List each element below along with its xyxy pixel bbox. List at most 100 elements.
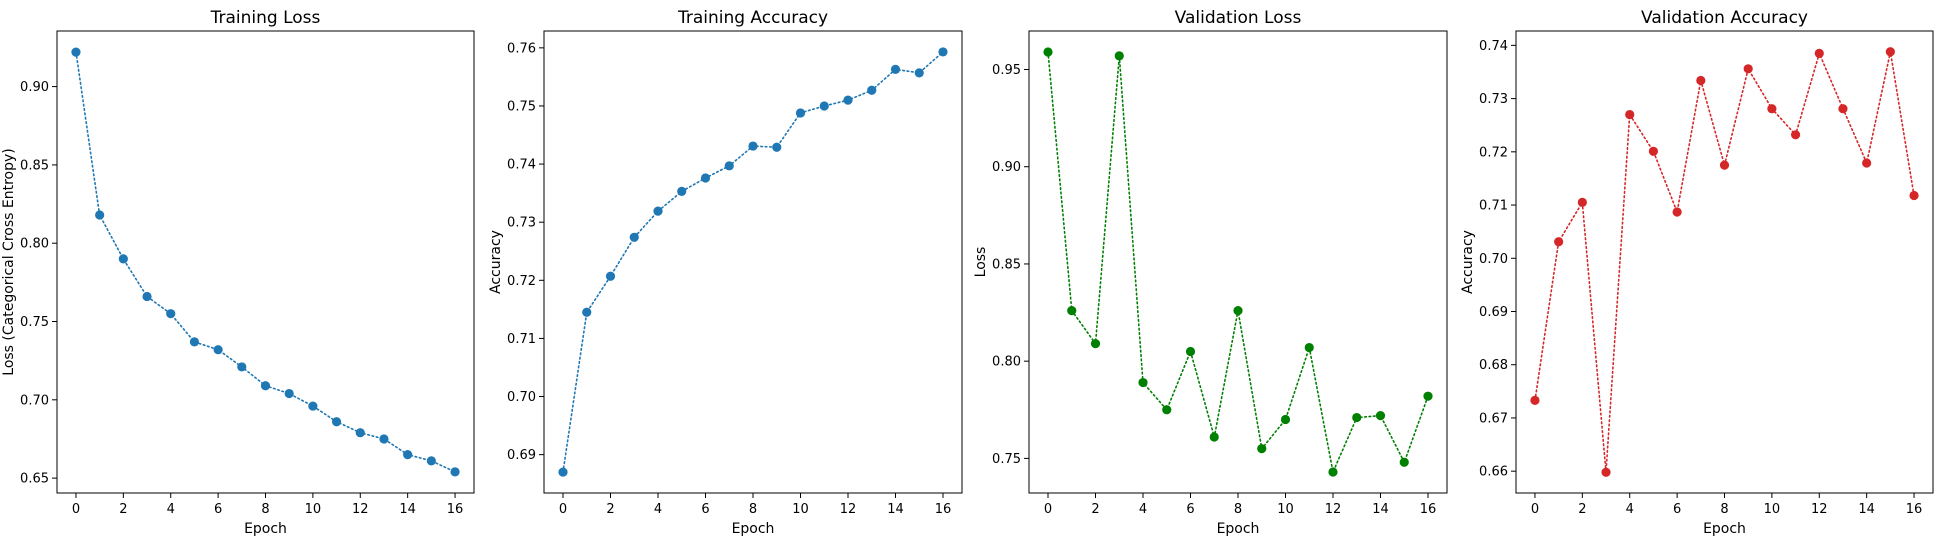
- x-axis-label: Epoch: [732, 521, 775, 537]
- training-loss-series-line: [75, 51, 456, 473]
- y-axis-label: Accuracy: [1460, 230, 1476, 294]
- x-tick-label: 4: [167, 502, 175, 517]
- x-tick-label: 16: [447, 502, 464, 517]
- y-tick-label: 0.75: [20, 315, 49, 330]
- training-loss-chart: Training Loss 0 2 4 6 8 10 12 14 16 0.65 0.70 0.75 0.…: [1, 8, 475, 537]
- y-axis-label: Loss (Categorical Cross Entropy): [1, 148, 17, 375]
- data-point: [450, 467, 460, 477]
- validation-accuracy-chart: Validation Accuracy 0 2 4 6 8 10 12 14 16 0.66 0.67…: [1460, 8, 1934, 537]
- x-tick-label: 6: [1673, 502, 1681, 517]
- data-point: [1838, 104, 1848, 114]
- data-point: [1138, 377, 1148, 388]
- data-point: [819, 101, 829, 111]
- x-tick-label: 0: [559, 502, 567, 517]
- y-tick-label: 0.70: [1479, 252, 1508, 267]
- data-point: [379, 434, 389, 444]
- data-point: [1625, 109, 1635, 120]
- y-tick-label: 0.85: [20, 158, 49, 173]
- data-point: [1743, 64, 1753, 74]
- data-point: [1067, 306, 1077, 316]
- data-point: [284, 388, 294, 399]
- data-point: [1280, 414, 1291, 425]
- data-point: [1328, 467, 1338, 477]
- data-point: [71, 47, 81, 57]
- data-point: [1185, 346, 1196, 357]
- data-point: [1352, 412, 1362, 423]
- validation-accuracy-title: Validation Accuracy: [1641, 8, 1808, 28]
- y-tick-label: 0.75: [507, 99, 536, 114]
- training-loss-title: Training Loss: [210, 8, 321, 28]
- x-axis-label: Epoch: [1217, 521, 1260, 537]
- data-point: [95, 210, 105, 220]
- x-tick-label: 12: [1811, 502, 1828, 517]
- data-point: [1719, 160, 1730, 170]
- x-tick-label: 8: [1720, 502, 1728, 517]
- y-tick-label: 0.72: [507, 274, 536, 289]
- data-point: [653, 206, 663, 216]
- data-point: [308, 401, 318, 411]
- training-loss-plot-frame: [56, 30, 475, 494]
- y-tick-label: 0.73: [507, 216, 536, 231]
- validation-loss-series-line: [1047, 51, 1429, 475]
- validation-loss-chart: Validation Loss 0 2 4 6 8 10 12 14 16 0.75 0.80 0.85…: [973, 8, 1448, 537]
- data-point: [355, 428, 365, 438]
- data-point: [118, 254, 128, 264]
- data-point: [558, 467, 568, 477]
- x-tick-label: 10: [305, 502, 322, 517]
- x-tick-label: 10: [792, 502, 809, 517]
- data-point: [1162, 405, 1172, 415]
- data-point: [1577, 197, 1587, 207]
- data-point: [700, 173, 711, 183]
- data-point: [1790, 130, 1801, 140]
- y-tick-label: 0.70: [20, 393, 49, 408]
- x-tick-label: 14: [1372, 502, 1389, 517]
- y-tick-label: 0.67: [1479, 411, 1508, 426]
- training-accuracy-chart: Training Accuracy 0 2 4 6 8 10 12 14 16 0.69 0.70 0.…: [488, 8, 963, 537]
- data-point: [748, 141, 758, 151]
- validation-loss-title: Validation Loss: [1175, 8, 1302, 28]
- data-point: [582, 307, 592, 317]
- data-point: [1554, 237, 1564, 247]
- y-tick-label: 0.76: [507, 41, 536, 56]
- y-axis-label: Loss: [973, 247, 989, 278]
- data-point: [1814, 48, 1824, 58]
- y-tick-label: 0.71: [507, 332, 536, 347]
- data-point: [1601, 467, 1611, 477]
- x-tick-label: 4: [654, 502, 662, 517]
- x-tick-label: 16: [1906, 502, 1923, 517]
- y-tick-label: 0.66: [1479, 465, 1508, 480]
- data-point: [1696, 75, 1706, 86]
- y-tick-label: 0.95: [992, 63, 1021, 78]
- training-accuracy-series-line: [562, 51, 944, 473]
- x-tick-label: 2: [1578, 502, 1586, 517]
- x-tick-label: 16: [1420, 502, 1437, 517]
- validation-loss-plot-frame: [1028, 30, 1448, 494]
- data-point: [331, 417, 342, 427]
- x-axis-label: Epoch: [1703, 521, 1746, 537]
- y-tick-label: 0.69: [1479, 305, 1508, 320]
- y-tick-label: 0.75: [992, 452, 1021, 467]
- data-point: [426, 456, 436, 466]
- x-tick-label: 14: [887, 502, 904, 517]
- data-point: [890, 64, 901, 74]
- y-tick-label: 0.90: [20, 80, 49, 95]
- data-point: [1257, 444, 1267, 454]
- x-tick-label: 0: [1531, 502, 1539, 517]
- y-tick-label: 0.80: [992, 355, 1021, 370]
- x-tick-label: 14: [1858, 502, 1875, 517]
- y-tick-label: 0.65: [20, 472, 49, 487]
- x-tick-label: 0: [72, 502, 80, 517]
- x-tick-label: 8: [1234, 502, 1242, 517]
- data-point: [1767, 104, 1777, 114]
- y-tick-label: 0.70: [507, 390, 536, 405]
- data-point: [1375, 411, 1386, 421]
- data-point: [1530, 395, 1540, 405]
- data-point: [189, 337, 200, 347]
- x-tick-label: 16: [935, 502, 952, 517]
- x-tick-label: 12: [352, 502, 369, 517]
- data-point: [1909, 190, 1919, 201]
- x-tick-label: 6: [1186, 502, 1194, 517]
- data-point: [1209, 432, 1219, 442]
- data-point: [724, 161, 734, 171]
- y-tick-label: 0.74: [507, 158, 536, 173]
